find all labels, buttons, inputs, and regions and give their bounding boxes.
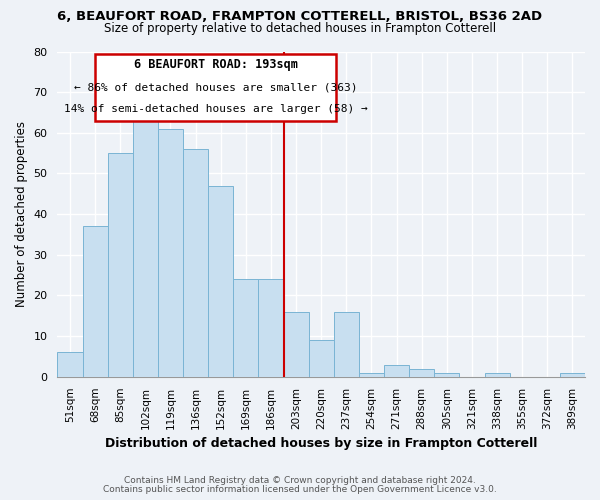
Bar — [233, 279, 259, 377]
Bar — [308, 340, 334, 377]
Bar — [133, 120, 158, 377]
X-axis label: Distribution of detached houses by size in Frampton Cotterell: Distribution of detached houses by size … — [105, 437, 538, 450]
Bar — [158, 129, 183, 377]
Bar — [107, 153, 133, 377]
Text: 14% of semi-detached houses are larger (58) →: 14% of semi-detached houses are larger (… — [64, 104, 368, 115]
Text: Size of property relative to detached houses in Frampton Cotterell: Size of property relative to detached ho… — [104, 22, 496, 35]
Text: ← 86% of detached houses are smaller (363): ← 86% of detached houses are smaller (36… — [74, 82, 358, 92]
Y-axis label: Number of detached properties: Number of detached properties — [15, 121, 28, 307]
Bar — [183, 149, 208, 377]
Bar — [434, 373, 460, 377]
Bar — [485, 373, 509, 377]
FancyBboxPatch shape — [95, 54, 336, 120]
Bar — [409, 368, 434, 377]
Bar — [334, 312, 359, 377]
Bar — [58, 352, 83, 377]
Text: 6, BEAUFORT ROAD, FRAMPTON COTTERELL, BRISTOL, BS36 2AD: 6, BEAUFORT ROAD, FRAMPTON COTTERELL, BR… — [58, 10, 542, 23]
Text: Contains HM Land Registry data © Crown copyright and database right 2024.: Contains HM Land Registry data © Crown c… — [124, 476, 476, 485]
Bar — [284, 312, 308, 377]
Text: Contains public sector information licensed under the Open Government Licence v3: Contains public sector information licen… — [103, 484, 497, 494]
Bar — [384, 364, 409, 377]
Bar — [359, 373, 384, 377]
Text: 6 BEAUFORT ROAD: 193sqm: 6 BEAUFORT ROAD: 193sqm — [134, 58, 298, 71]
Bar — [560, 373, 585, 377]
Bar — [83, 226, 107, 377]
Bar — [208, 186, 233, 377]
Bar — [259, 279, 284, 377]
